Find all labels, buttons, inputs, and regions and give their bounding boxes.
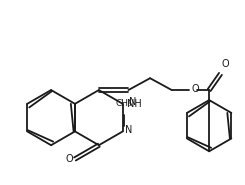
Text: CH₃: CH₃	[115, 99, 132, 108]
Text: O: O	[191, 84, 199, 94]
Text: O: O	[221, 59, 229, 69]
Text: N: N	[125, 125, 132, 135]
Text: N: N	[129, 97, 137, 107]
Text: NH: NH	[127, 99, 141, 109]
Text: O: O	[65, 154, 73, 164]
